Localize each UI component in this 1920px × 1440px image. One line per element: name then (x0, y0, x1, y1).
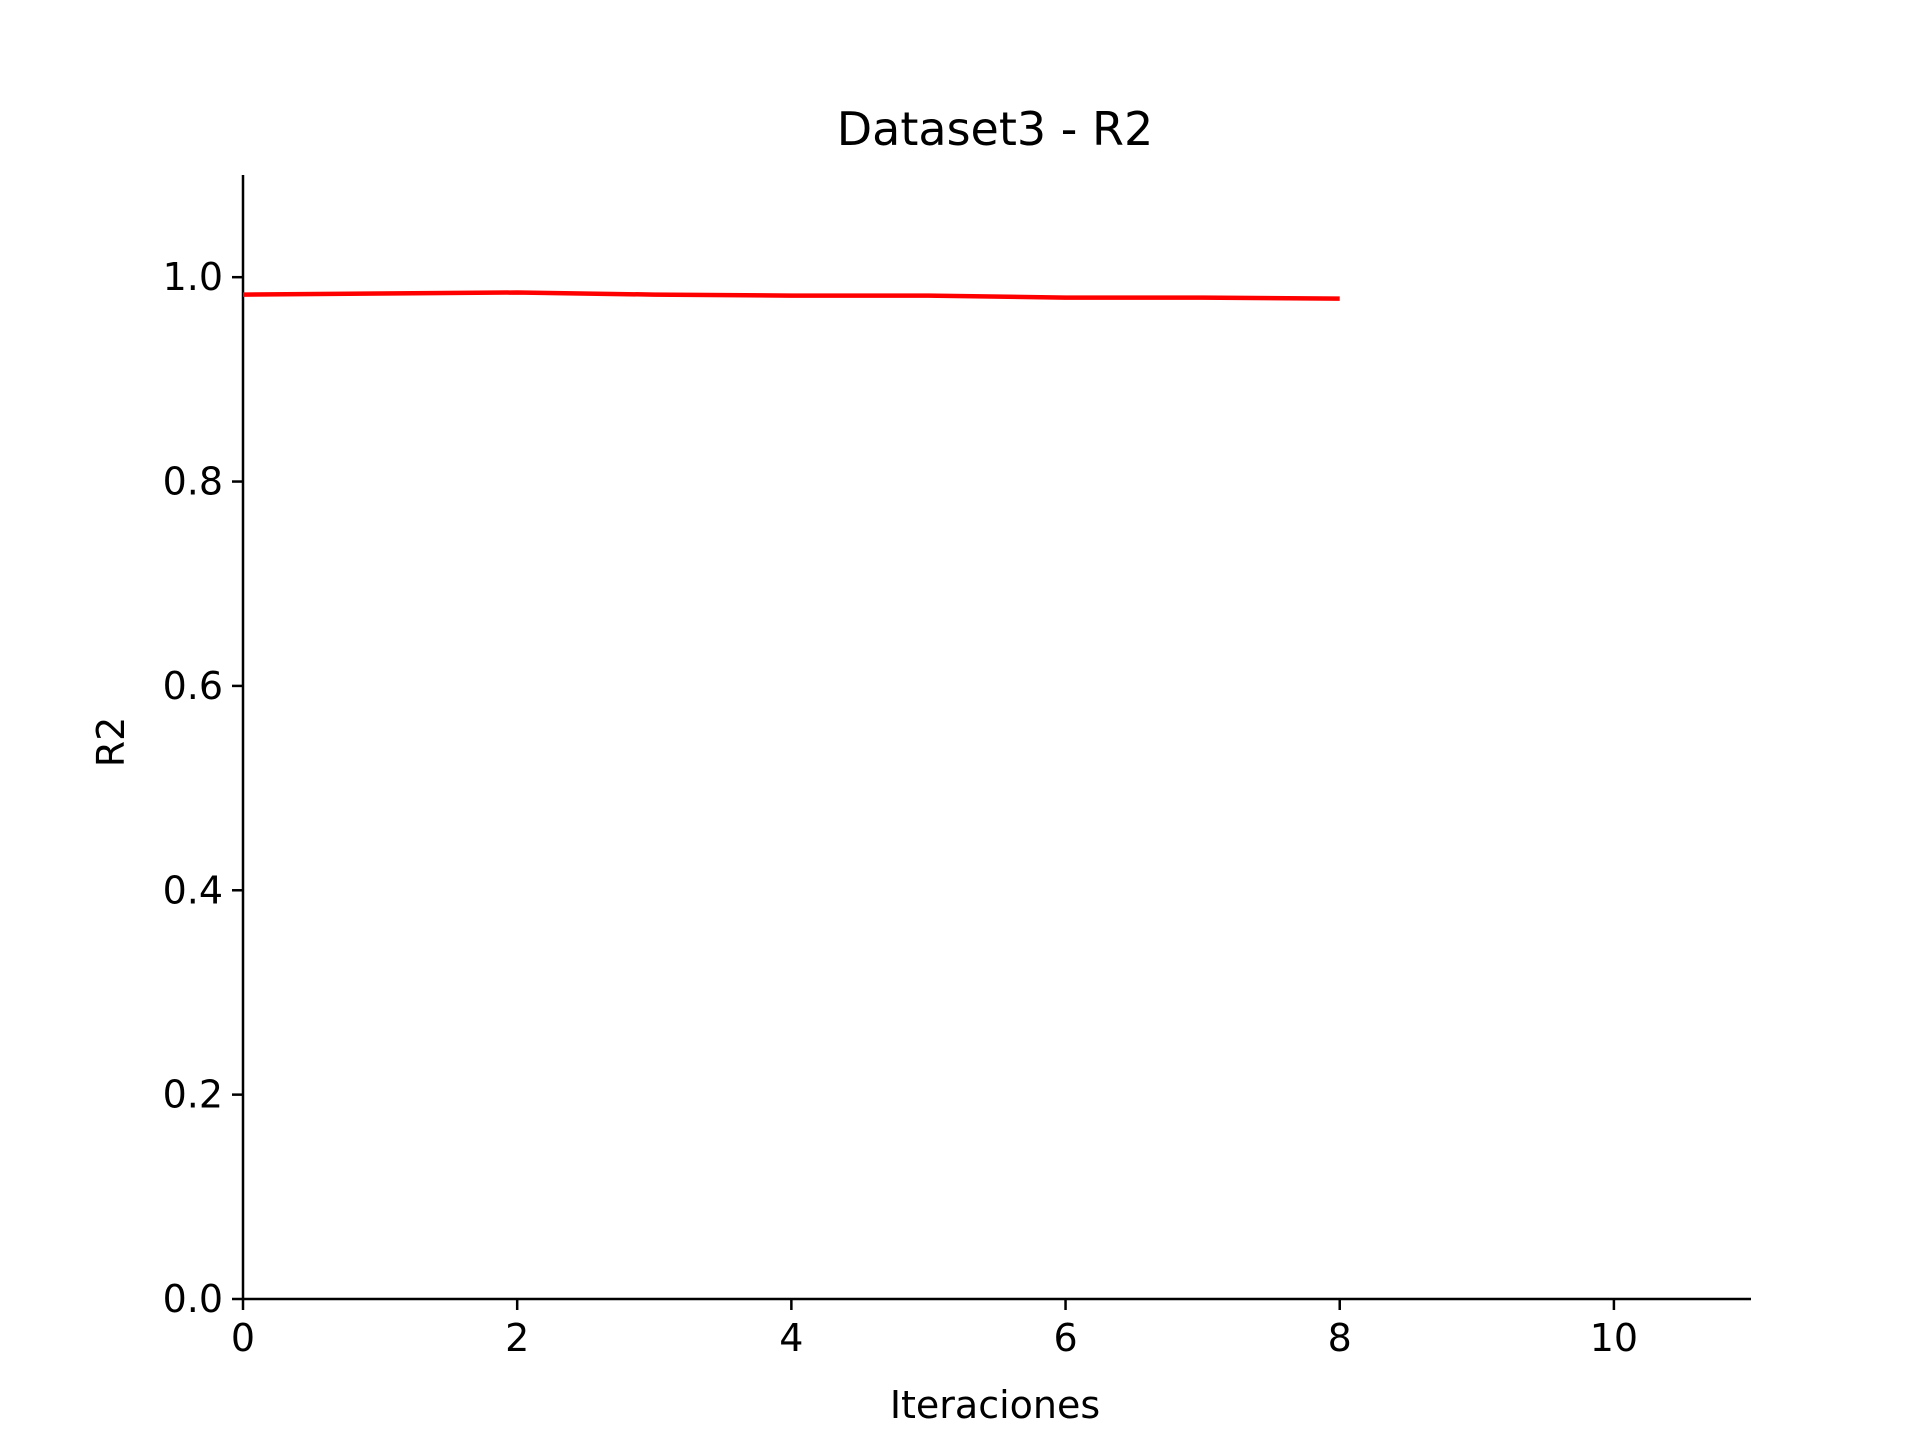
series-layer (242, 290, 1340, 301)
y-axis-ticks: 0.0 0.2 0.4 0.6 0.8 1.0 (163, 255, 243, 1321)
y-tick-label: 1.0 (163, 255, 223, 299)
x-axis-ticks: 0 2 4 6 8 10 (231, 1299, 1638, 1360)
y-axis-label: R2 (89, 717, 133, 768)
y-tick-label: 0.0 (163, 1277, 223, 1321)
y-tick-label: 0.2 (163, 1073, 223, 1117)
x-axis-label: Iteraciones (890, 1383, 1100, 1427)
x-tick-label: 6 (1053, 1316, 1077, 1360)
y-tick-label: 0.8 (163, 460, 223, 504)
x-tick-label: 4 (779, 1316, 803, 1360)
y-tick-label: 0.4 (163, 868, 223, 912)
chart-title: Dataset3 - R2 (837, 102, 1153, 156)
series-line (242, 290, 1340, 301)
y-tick-label: 0.6 (163, 664, 223, 708)
x-tick-label: 8 (1328, 1316, 1352, 1360)
x-tick-label: 2 (505, 1316, 529, 1360)
x-tick-label: 10 (1590, 1316, 1638, 1360)
x-tick-label: 0 (231, 1316, 255, 1360)
